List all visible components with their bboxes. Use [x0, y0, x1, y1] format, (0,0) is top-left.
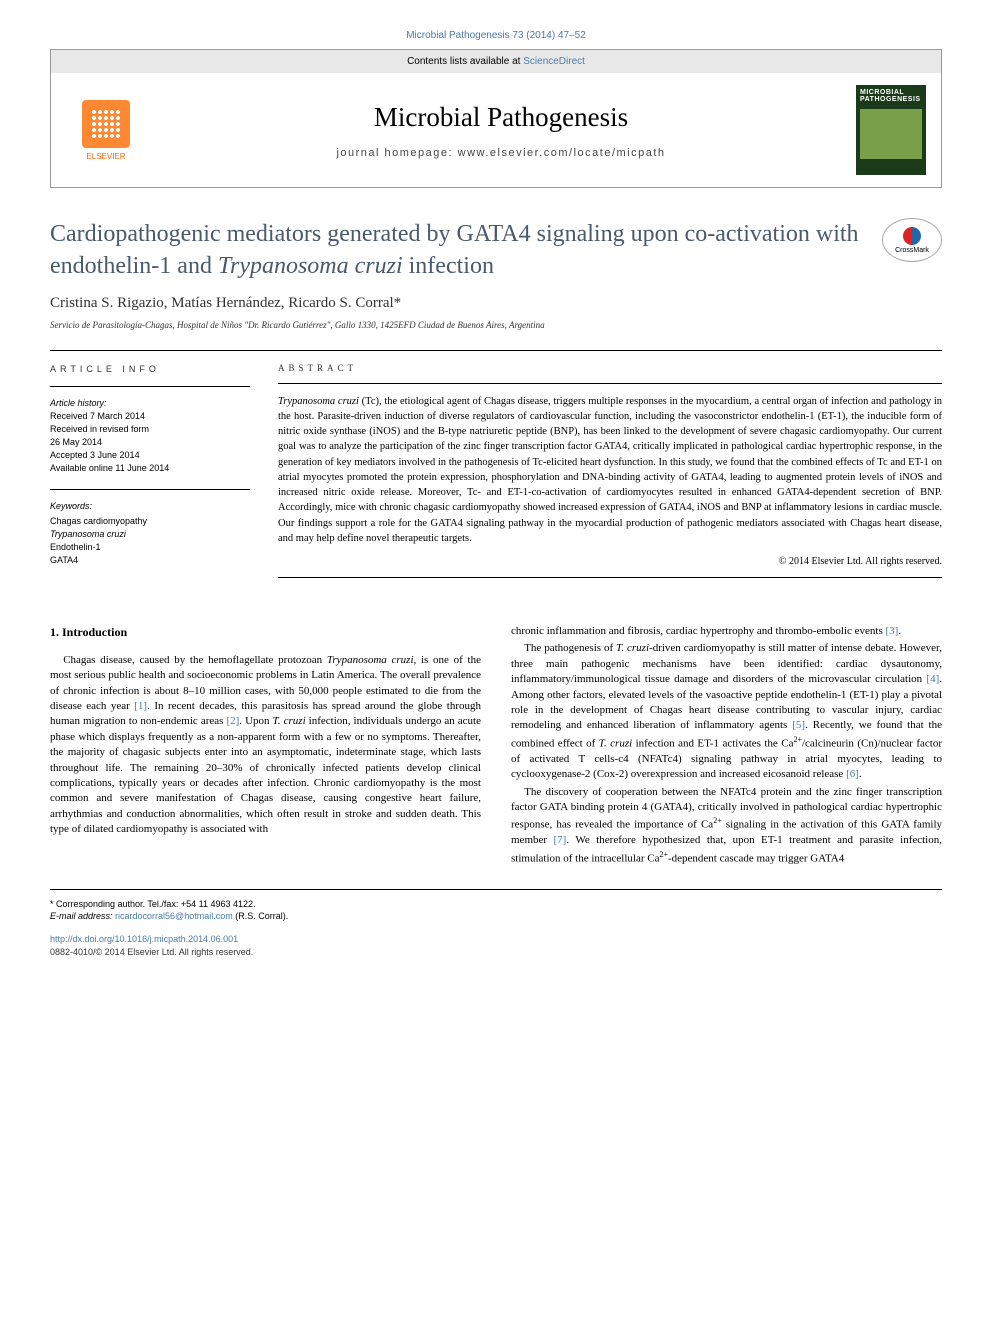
contents-text: Contents lists available at: [407, 56, 523, 67]
history-accepted: Accepted 3 June 2014: [50, 449, 250, 462]
history-received: Received 7 March 2014: [50, 410, 250, 423]
abstract-heading: ABSTRACT: [278, 363, 942, 373]
abstract-column: ABSTRACT Trypanosoma cruzi (Tc), the eti…: [278, 351, 942, 588]
keyword-italic: Trypanosoma cruzi: [50, 529, 126, 539]
intro-paragraph-2: The pathogenesis of T. cruzi-driven card…: [511, 641, 942, 782]
title-part2: infection: [403, 253, 494, 279]
affiliation: Servicio de Parasitología-Chagas, Hospit…: [50, 320, 942, 330]
title-italic: Trypanosoma cruzi: [218, 253, 403, 279]
keyword: Endothelin-1: [50, 541, 250, 554]
article-title: Cardiopathogenic mediators generated by …: [50, 218, 882, 283]
email-link[interactable]: ricardocorral56@hotmail.com: [115, 911, 233, 921]
keyword: Trypanosoma cruzi: [50, 528, 250, 541]
journal-cover-thumbnail: MICROBIAL PATHOGENESIS: [856, 85, 926, 175]
keyword: GATA4: [50, 554, 250, 567]
crossmark-badge[interactable]: CrossMark: [882, 218, 942, 262]
publisher-name: ELSEVIER: [86, 152, 125, 161]
footer-copyright: 0882-4010/© 2014 Elsevier Ltd. All right…: [50, 946, 942, 959]
crossmark-label: CrossMark: [895, 247, 929, 254]
elsevier-tree-icon: [82, 100, 130, 148]
article-info-heading: ARTICLE INFO: [50, 363, 250, 376]
body-column-right: chronic inflammation and fibrosis, cardi…: [511, 624, 942, 869]
abstract-text: Trypanosoma cruzi (Tc), the etiological …: [278, 394, 942, 546]
email-label: E-mail address:: [50, 911, 115, 921]
intro-paragraph-1: Chagas disease, caused by the hemoflagel…: [50, 653, 481, 838]
elsevier-logo: ELSEVIER: [66, 100, 146, 161]
keywords-block: Keywords: Chagas cardiomyopathy Trypanos…: [50, 500, 250, 567]
corresponding-author: * Corresponding author. Tel./fax: +54 11…: [50, 898, 942, 911]
email-line: E-mail address: ricardocorral56@hotmail.…: [50, 910, 942, 923]
home-label: journal homepage:: [336, 147, 457, 159]
page-footer: * Corresponding author. Tel./fax: +54 11…: [50, 889, 942, 958]
intro-heading: 1. Introduction: [50, 624, 481, 641]
crossmark-icon: [903, 227, 921, 245]
intro-paragraph-1-cont: chronic inflammation and fibrosis, cardi…: [511, 624, 942, 639]
home-url[interactable]: www.elsevier.com/locate/micpath: [458, 147, 666, 159]
keywords-label: Keywords:: [50, 500, 250, 513]
journal-header: Contents lists available at ScienceDirec…: [50, 49, 942, 188]
article-info-column: ARTICLE INFO Article history: Received 7…: [50, 351, 250, 588]
cover-image: [860, 109, 922, 159]
history-revised-label: Received in revised form: [50, 423, 250, 436]
email-person: (R.S. Corral).: [233, 911, 289, 921]
cover-title: MICROBIAL PATHOGENESIS: [860, 89, 922, 103]
authors: Cristina S. Rigazio, Matías Hernández, R…: [50, 295, 942, 312]
history-revised-date: 26 May 2014: [50, 436, 250, 449]
contents-bar: Contents lists available at ScienceDirec…: [51, 50, 941, 73]
journal-name: Microbial Pathogenesis: [146, 102, 856, 133]
body-text: 1. Introduction Chagas disease, caused b…: [50, 624, 942, 869]
article-history: Article history: Received 7 March 2014 R…: [50, 397, 250, 475]
body-column-left: 1. Introduction Chagas disease, caused b…: [50, 624, 481, 869]
intro-paragraph-3: The discovery of cooperation between the…: [511, 785, 942, 867]
sciencedirect-link[interactable]: ScienceDirect: [523, 56, 585, 67]
doi-link[interactable]: http://dx.doi.org/10.1016/j.micpath.2014…: [50, 933, 942, 946]
abstract-copyright: © 2014 Elsevier Ltd. All rights reserved…: [278, 556, 942, 567]
history-label: Article history:: [50, 397, 250, 410]
citation-line: Microbial Pathogenesis 73 (2014) 47–52: [50, 30, 942, 41]
journal-homepage: journal homepage: www.elsevier.com/locat…: [146, 147, 856, 159]
keyword: Chagas cardiomyopathy: [50, 515, 250, 528]
history-online: Available online 11 June 2014: [50, 462, 250, 475]
